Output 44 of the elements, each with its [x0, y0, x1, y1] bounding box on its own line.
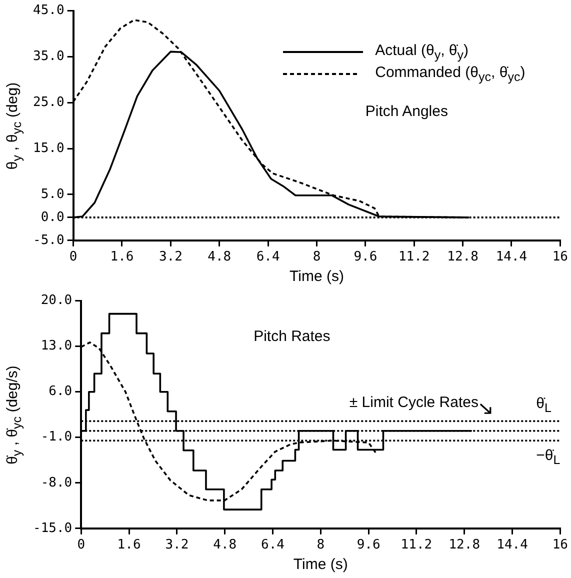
x-tick-label: 16 [552, 538, 568, 553]
x-tick-label: 0 [69, 250, 78, 265]
x-tick-label: 6.4 [261, 538, 285, 553]
y-tick-label: -15.0 [32, 520, 72, 536]
x-tick-label: 14.4 [496, 250, 528, 265]
y-tick-label: 45.0 [32, 3, 64, 18]
y-tick-label: 25.0 [32, 95, 64, 110]
x-tick-label: 9.6 [354, 250, 378, 265]
x-tick-label: 14.4 [496, 538, 528, 553]
x-tick-label: 12.8 [448, 538, 480, 553]
y-tick-label: 20.0 [40, 293, 72, 308]
legend-label: Actual (θ$_{y}$, θ̇$_{y}$) [375, 42, 468, 62]
y-tick-label: -1.0 [40, 430, 72, 445]
y-tick-label: -8.0 [40, 475, 72, 490]
x-tick-label: 11.2 [398, 250, 430, 265]
annotation: ± Limit Cycle Rates [349, 394, 478, 412]
y-tick-label: 5.0 [40, 186, 64, 202]
x-tick-label: 11.2 [400, 538, 432, 553]
x-tick-label: 4.8 [213, 538, 237, 553]
y-tick-label: 15.0 [32, 140, 64, 156]
x-tick-label: 8 [312, 250, 321, 265]
x-tick-label: 8 [316, 538, 325, 553]
legend-label: Commanded (θ$_{yc}$, θ̇$_{yc}$) [375, 64, 526, 84]
annotation: Pitch Angles [365, 102, 448, 120]
y-tick-label: 35.0 [32, 49, 64, 64]
y-tick-label: 6.0 [48, 384, 72, 400]
x-tick-label: 6.4 [256, 250, 280, 265]
x-axis-title: Time (s) [290, 268, 344, 285]
y-tick-label: 0.0 [40, 210, 64, 225]
x-tick-label: 3.2 [165, 538, 189, 553]
x-tick-label: 1.6 [110, 250, 134, 265]
x-tick-label: 16 [552, 250, 568, 265]
x-tick-label: 1.6 [117, 538, 141, 553]
x-tick-label: 9.6 [356, 538, 380, 553]
annotation: Pitch Rates [254, 328, 330, 346]
ref-line-label: −θ̇$_{L}$ [536, 446, 560, 467]
x-tick-label: 0 [77, 538, 86, 553]
ref-line-label: θ̇$_{L}$ [536, 395, 552, 416]
y-tick-label: -5.0 [32, 232, 64, 248]
x-axis-title: Time (s) [293, 556, 348, 573]
x-tick-label: 3.2 [158, 250, 182, 265]
x-tick-label: 12.8 [447, 250, 478, 265]
x-tick-label: 4.8 [208, 250, 232, 265]
y-tick-label: 13.0 [40, 338, 72, 354]
